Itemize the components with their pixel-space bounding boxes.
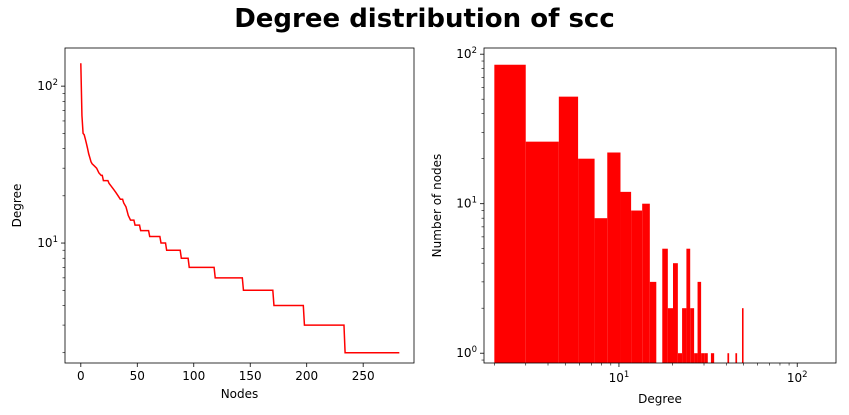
histogram-bar	[642, 203, 650, 363]
histogram-bar	[494, 64, 526, 364]
histogram-bar	[677, 353, 683, 363]
plot-frame	[483, 47, 837, 364]
histogram-bar	[741, 308, 744, 363]
x-tick-label: 50	[130, 369, 145, 383]
y-tick-label: 102	[456, 46, 477, 61]
figure-title: Degree distribution of scc	[234, 4, 615, 34]
histogram-bar	[694, 353, 698, 363]
histogram-bar	[607, 152, 621, 363]
x-tick-label: 150	[239, 369, 262, 383]
y-axis-label: Degree	[10, 184, 24, 228]
histogram-bar	[525, 141, 559, 363]
x-axis-label: Degree	[638, 392, 682, 406]
x-tick-label: 101	[609, 370, 630, 385]
y-tick-label: 102	[37, 78, 58, 93]
x-axis-label: Nodes	[221, 387, 259, 401]
y-tick-label: 100	[456, 345, 477, 360]
y-tick-label: 101	[37, 235, 58, 250]
histogram-bar	[727, 353, 730, 363]
histogram-bar	[690, 308, 695, 363]
histogram-bar	[667, 308, 674, 363]
x-tick-label: 250	[352, 369, 375, 383]
histogram-bar	[558, 96, 579, 364]
x-tick-label: 200	[295, 369, 318, 383]
histogram-bar	[662, 248, 668, 363]
histogram-bar	[686, 248, 691, 363]
plot-frame	[64, 47, 415, 364]
x-tick-label: 102	[787, 370, 808, 385]
histogram-bar	[649, 281, 657, 363]
histogram-bar	[704, 353, 708, 363]
histogram-bar	[682, 308, 687, 363]
y-axis-label: Number of nodes	[430, 154, 444, 258]
x-tick-label: 0	[77, 369, 85, 383]
chart-degree-by-node: 0 50 100 150 200 250 101 102 Nodes Degree	[10, 47, 415, 401]
histogram-bar	[594, 218, 608, 363]
histogram-bar	[697, 281, 702, 363]
y-tick-label: 101	[456, 196, 477, 211]
histogram-bar	[710, 353, 715, 363]
histogram-bar	[701, 353, 705, 363]
histogram-bar	[620, 191, 632, 363]
series-line	[80, 63, 400, 354]
histogram-bar	[735, 353, 738, 363]
histogram-bar	[631, 210, 643, 363]
histogram-bar	[673, 263, 678, 363]
chart-degree-histogram: 101 102 100 101 102 Degree Number of nodes	[430, 46, 837, 406]
x-tick-label: 100	[182, 369, 205, 383]
histogram-bar	[578, 158, 595, 363]
